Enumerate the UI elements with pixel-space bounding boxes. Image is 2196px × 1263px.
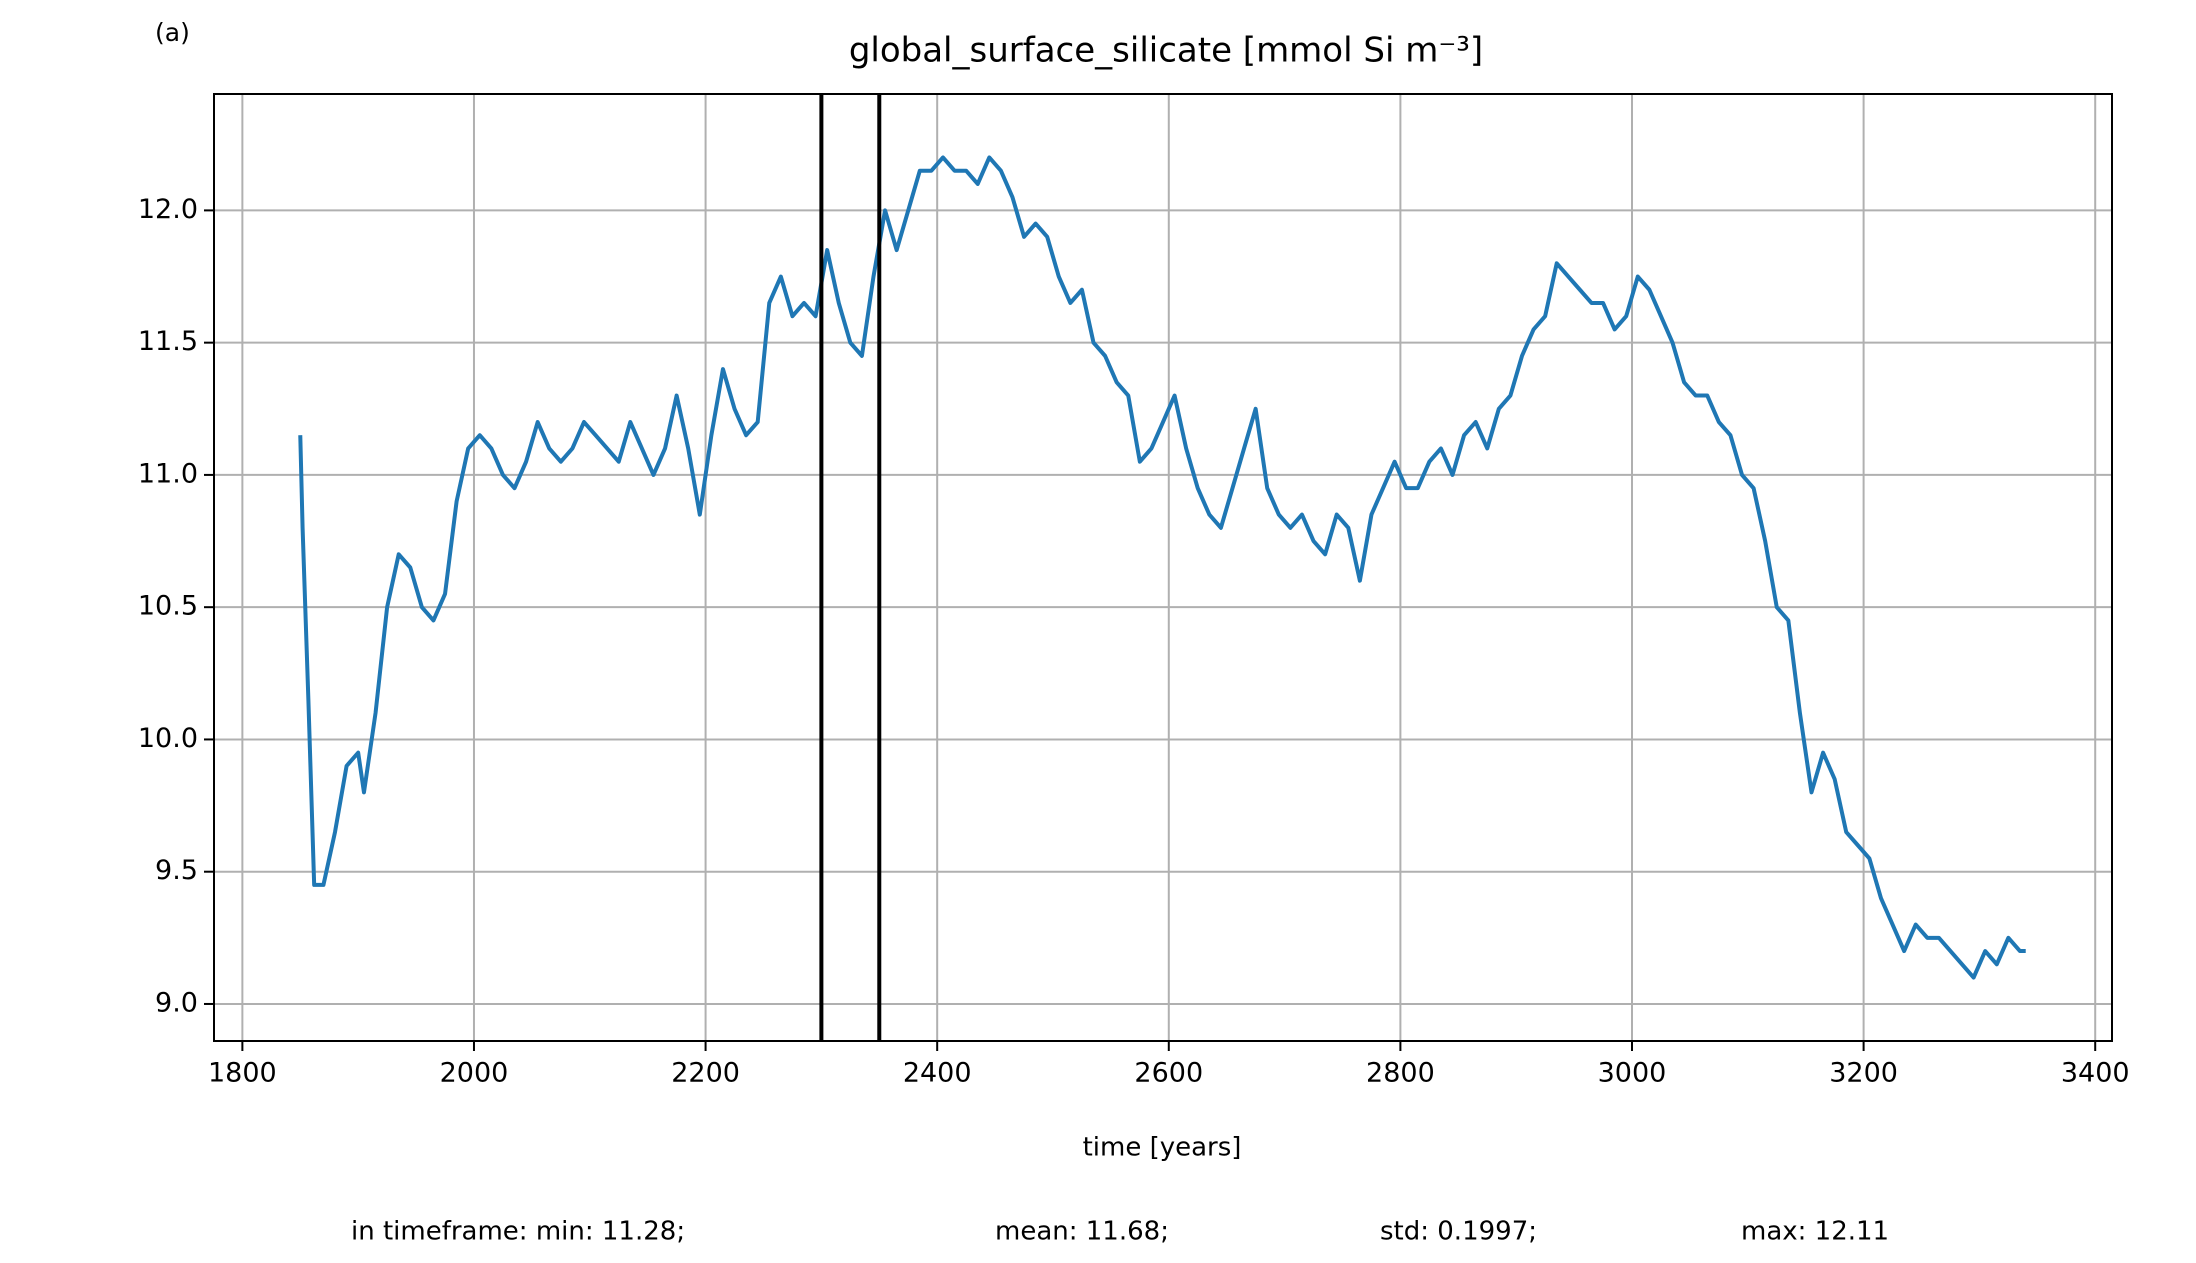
data-line — [298, 155, 2026, 980]
footer-stat: mean: 11.68; — [995, 1217, 1169, 1247]
chart-title: global_surface_silicate [mmol Si m⁻³] — [849, 31, 1483, 71]
x-tick-label: 2200 — [671, 1058, 740, 1089]
plot-frame — [213, 93, 2113, 1042]
x-tick-label: 2800 — [1366, 1058, 1435, 1089]
y-tick-label: 10.5 — [138, 591, 198, 622]
footer-stat: std: 0.1997; — [1380, 1217, 1537, 1247]
footer-stat: in timeframe: min: 11.28; — [351, 1217, 685, 1247]
footer-stat: max: 12.11 — [1741, 1217, 1889, 1247]
y-tick-label: 11.0 — [138, 458, 198, 489]
x-tick-label: 1800 — [208, 1058, 277, 1089]
y-tick-label: 10.0 — [138, 723, 198, 754]
y-tick-label: 9.5 — [155, 855, 198, 886]
x-tick-label: 3400 — [2061, 1058, 2130, 1089]
panel-label: (a) — [155, 18, 190, 47]
x-tick-label: 2000 — [440, 1058, 509, 1089]
x-tick-label: 2400 — [903, 1058, 972, 1089]
y-tick-label: 12.0 — [138, 194, 198, 225]
x-tick-label: 3200 — [1829, 1058, 1898, 1089]
x-tick-label: 2600 — [1134, 1058, 1203, 1089]
y-tick-label: 11.5 — [138, 326, 198, 357]
x-tick-label: 3000 — [1598, 1058, 1667, 1089]
y-tick-label: 9.0 — [155, 987, 198, 1018]
x-axis-label: time [years] — [1083, 1133, 1242, 1163]
